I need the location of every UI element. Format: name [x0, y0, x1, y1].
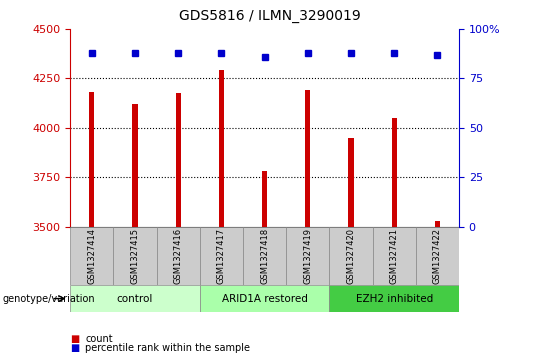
Bar	[329, 227, 373, 285]
Bar	[176, 93, 181, 227]
Bar	[200, 227, 243, 285]
Text: ARID1A restored: ARID1A restored	[221, 294, 308, 303]
Text: ■: ■	[70, 343, 79, 354]
Bar	[373, 227, 416, 285]
Text: GSM1327418: GSM1327418	[260, 228, 269, 284]
Bar	[286, 227, 329, 285]
Bar	[243, 227, 286, 285]
Bar	[70, 227, 113, 285]
Bar	[305, 90, 310, 227]
Text: GSM1327420: GSM1327420	[347, 228, 355, 284]
Bar	[348, 138, 354, 227]
Text: GSM1327422: GSM1327422	[433, 228, 442, 284]
Bar	[200, 285, 329, 312]
Text: GSM1327421: GSM1327421	[390, 228, 399, 284]
Text: percentile rank within the sample: percentile rank within the sample	[85, 343, 251, 354]
Text: GSM1327419: GSM1327419	[303, 228, 312, 284]
Bar	[132, 104, 138, 227]
Text: control: control	[117, 294, 153, 303]
Bar	[157, 227, 200, 285]
Bar	[262, 171, 267, 227]
Bar	[89, 92, 94, 227]
Bar	[435, 221, 440, 227]
Bar	[416, 227, 459, 285]
Bar	[113, 227, 157, 285]
Text: GDS5816 / ILMN_3290019: GDS5816 / ILMN_3290019	[179, 9, 361, 23]
Bar	[70, 285, 200, 312]
Text: GSM1327417: GSM1327417	[217, 228, 226, 284]
Text: ■: ■	[70, 334, 79, 344]
Bar	[219, 70, 224, 227]
Bar	[329, 285, 459, 312]
Text: GSM1327416: GSM1327416	[174, 228, 183, 284]
Text: count: count	[85, 334, 113, 344]
Text: genotype/variation: genotype/variation	[3, 294, 96, 303]
Text: GSM1327415: GSM1327415	[131, 228, 139, 284]
Text: EZH2 inhibited: EZH2 inhibited	[355, 294, 433, 303]
Bar	[392, 118, 397, 227]
Text: GSM1327414: GSM1327414	[87, 228, 96, 284]
